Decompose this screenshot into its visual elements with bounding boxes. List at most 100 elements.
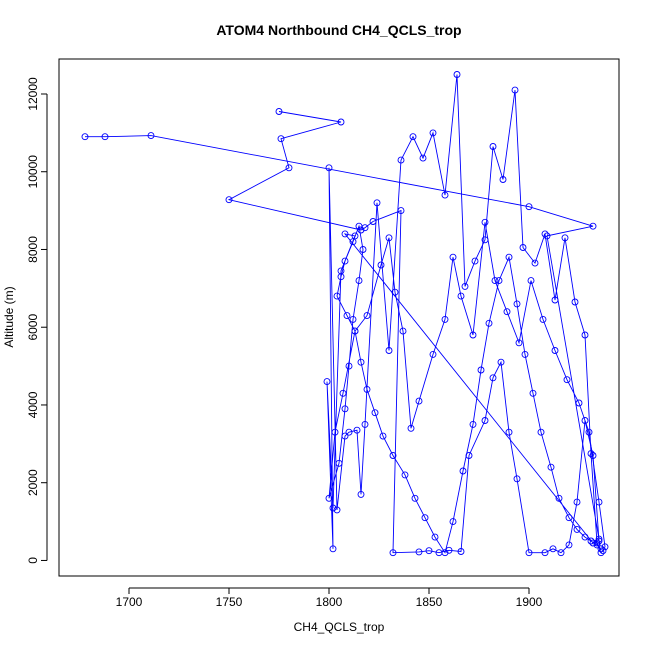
data-point [571, 298, 579, 306]
y-axis-label: Altitude (m) [2, 286, 16, 347]
data-point [339, 389, 347, 397]
data-point [429, 350, 437, 358]
data-point [499, 176, 507, 183]
data-point [599, 547, 607, 555]
data-point [341, 405, 349, 413]
data-point [277, 135, 285, 143]
data-point [453, 71, 461, 78]
data-point [519, 244, 527, 251]
x-tick-label: 1700 [116, 595, 143, 609]
x-axis: 1700 1750 1800 1850 1900 [116, 587, 543, 609]
data-point [557, 549, 565, 557]
data-point [469, 420, 477, 428]
data-point [513, 475, 521, 483]
data-point [285, 164, 293, 172]
y-tick-label: 6000 [26, 314, 40, 341]
data-point [449, 253, 457, 261]
data-point [587, 450, 595, 458]
data-point [585, 428, 593, 436]
data-point [385, 234, 393, 242]
data-point [359, 246, 367, 253]
data-point [323, 378, 331, 386]
data-point [505, 428, 513, 436]
data-point [597, 549, 605, 557]
data-point [333, 292, 341, 300]
data-point [325, 494, 333, 502]
data-point [333, 506, 341, 514]
data-point [489, 143, 497, 150]
y-tick-label: 2000 [26, 469, 40, 496]
data-point [355, 277, 363, 285]
data-point [429, 129, 437, 137]
x-axis-label: CH4_QCLS_trop [294, 620, 385, 634]
data-point [563, 376, 571, 384]
data-point [421, 514, 429, 522]
series-line [227, 111, 600, 554]
data-point [465, 452, 473, 459]
data-point [331, 428, 339, 436]
data-point [385, 347, 393, 354]
data-point [565, 514, 573, 522]
series-1 [225, 108, 603, 557]
data-point [565, 541, 573, 549]
data-point [551, 296, 559, 304]
y-tick-label: 10000 [26, 155, 40, 189]
data-point [337, 118, 345, 126]
data-point [329, 545, 337, 553]
data-point [101, 133, 109, 141]
data-point [471, 257, 479, 265]
data-point [373, 199, 381, 207]
data-point [549, 545, 557, 553]
data-point [357, 358, 365, 366]
data-point [431, 533, 439, 541]
data-point [337, 273, 345, 281]
data-point [415, 548, 423, 556]
data-point [573, 525, 581, 533]
x-tick-label: 1850 [416, 595, 443, 609]
data-point [581, 533, 589, 541]
data-point [341, 432, 349, 440]
data-point [587, 537, 595, 545]
data-point [357, 490, 365, 498]
data-point [495, 277, 503, 285]
data-point [147, 132, 155, 140]
data-point [457, 548, 465, 555]
data-point [521, 350, 529, 358]
data-point [531, 259, 539, 267]
x-tick-label: 1900 [516, 595, 543, 609]
chart-title: ATOM4 Northbound CH4_QCLS_trop [216, 22, 461, 38]
data-point [511, 86, 519, 94]
data-point [581, 417, 589, 424]
data-point [593, 539, 601, 547]
data-point [497, 358, 505, 366]
data-point [491, 277, 499, 285]
y-tick-label: 8000 [26, 236, 40, 263]
plot-frame [58, 58, 620, 577]
data-point [391, 288, 399, 296]
data-point [595, 537, 603, 545]
data-point [341, 257, 349, 265]
data-point [349, 238, 357, 246]
data-point [409, 133, 417, 141]
data-point [573, 498, 581, 506]
data-point [515, 339, 523, 347]
data-point [481, 218, 489, 226]
data-point [341, 230, 349, 238]
data-point [441, 315, 449, 323]
x-tick-label: 1750 [216, 595, 243, 609]
data-point [539, 315, 547, 323]
data-point [541, 549, 549, 557]
data-point [415, 397, 423, 405]
data-point [469, 331, 477, 339]
data-point [555, 494, 563, 502]
data-point [525, 203, 533, 211]
data-point [597, 545, 605, 553]
x-tick-label: 1800 [316, 595, 343, 609]
data-point [489, 374, 497, 382]
data-point [461, 282, 469, 290]
data-point [401, 471, 409, 479]
data-point [329, 504, 337, 512]
data-point [397, 207, 405, 215]
data-point [503, 308, 511, 316]
